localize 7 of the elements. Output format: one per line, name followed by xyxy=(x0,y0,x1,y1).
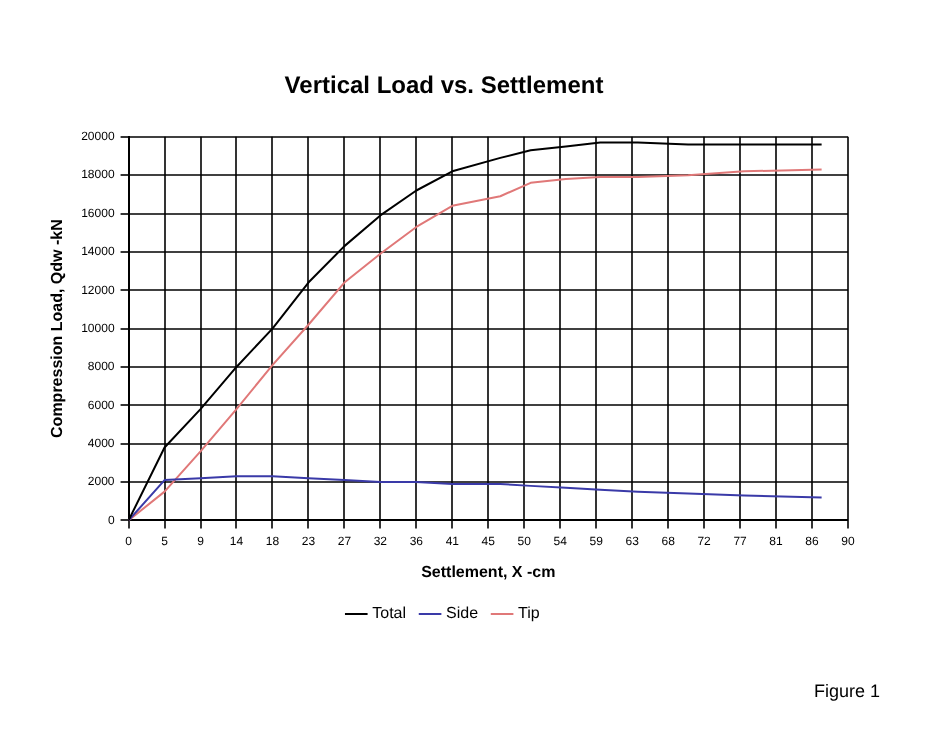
y-axis-title: Compression Load, Qdw -kN xyxy=(48,218,67,438)
chart-title: Vertical Load vs. Settlement xyxy=(284,71,604,100)
x-axis-title: Settlement, X -cm xyxy=(421,562,556,581)
legend-label: Side xyxy=(446,604,480,623)
caption: Figure 1 xyxy=(813,680,880,701)
legend-label: Total xyxy=(372,604,407,623)
legend-label: Tip xyxy=(518,604,541,623)
